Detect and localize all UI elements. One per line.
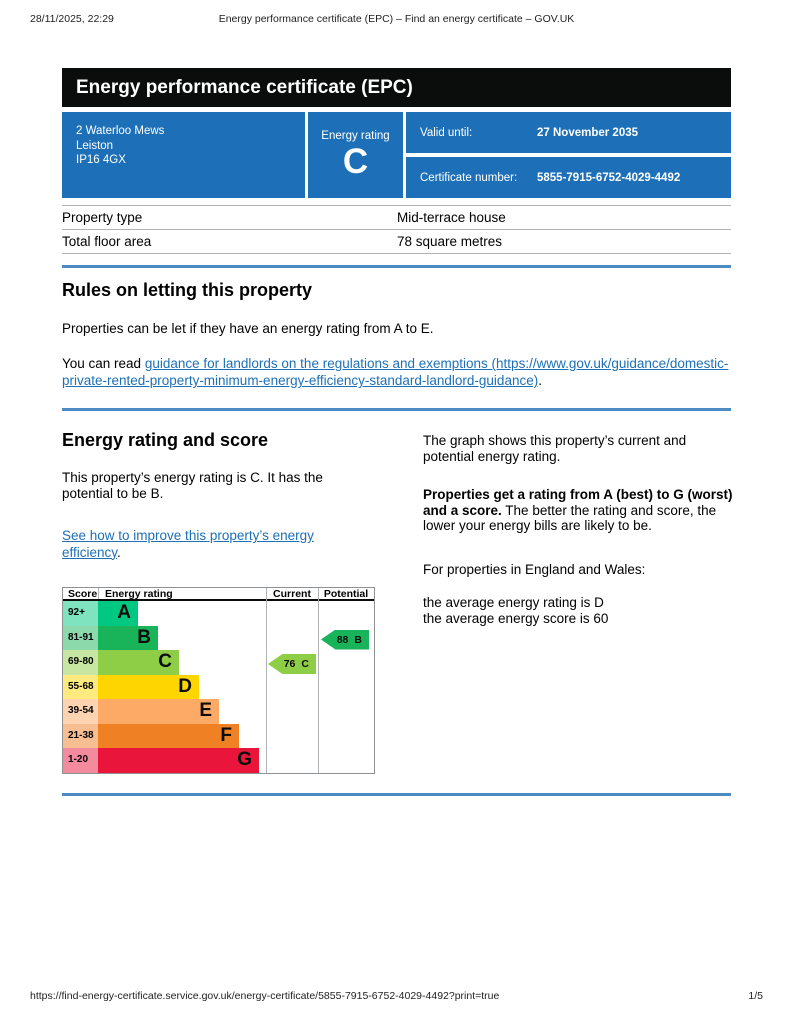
average-rating-line: the average energy rating is D (423, 595, 604, 610)
epc-band-row: 21-38 F (63, 723, 374, 748)
property-table-row: Total floor area 78 square metres (62, 230, 731, 254)
band-score-range: 69-80 (63, 650, 98, 675)
valid-until-box: Valid until: 27 November 2035 (406, 112, 731, 153)
potential-score: 88 (336, 633, 349, 646)
epc-band-row: 69-80 C (63, 650, 374, 675)
epc-band-row: 81-91 B (63, 625, 374, 650)
current-arrow: 76 C (268, 654, 316, 674)
band-score-range: 1-20 (63, 748, 98, 773)
rating-intro-paragraph: This property’s energy rating is C. It h… (62, 470, 323, 501)
valid-until-label: Valid until: (420, 126, 473, 139)
section-divider (62, 265, 731, 268)
certificate-number-value: 5855-7915-6752-4029-4492 (537, 171, 681, 184)
rating-scale-explainer: Properties get a rating from A (best) to… (423, 487, 739, 534)
certificate-number-box: Certificate number: 5855-7915-6752-4029-… (406, 157, 731, 198)
band-bar: D (98, 674, 199, 699)
property-table-row: Property type Mid-terrace house (62, 205, 731, 230)
epc-banner: Energy performance certificate (EPC) (62, 68, 731, 107)
letting-rules-guidance: You can read guidance for landlords on t… (62, 355, 731, 389)
epc-chart-body: 92+ A 81-91 B 69-80 C 55-68 D 39-54 E 21-38 F 1-20 G (63, 601, 374, 773)
address-line: 2 Waterloo Mews (76, 125, 165, 137)
chart-header-potential: Potential (323, 588, 369, 600)
print-header: 28/11/2025, 22:29 Energy performance cer… (30, 13, 763, 27)
band-bar: G (98, 748, 259, 773)
epc-band-row: 55-68 D (63, 674, 374, 699)
property-row-label: Property type (62, 209, 143, 225)
print-url: https://find-energy-certificate.service.… (30, 990, 500, 1002)
property-row-value: 78 square metres (397, 233, 503, 249)
validity-column: Valid until: 27 November 2035 Certificat… (406, 112, 731, 198)
band-score-range: 55-68 (63, 674, 98, 699)
address-line: Leiston (76, 139, 114, 152)
averages-block: the average energy rating is D the avera… (423, 595, 739, 626)
valid-until-value: 27 November 2035 (537, 126, 639, 139)
band-score-range: 92+ (63, 601, 98, 626)
band-bar: E (98, 699, 219, 724)
guidance-link-suffix: . (538, 373, 542, 388)
property-row-label: Total floor area (62, 233, 152, 249)
improve-paragraph: See how to improve this property’s energ… (62, 528, 352, 561)
band-score-range: 81-91 (63, 625, 98, 650)
band-bar: B (98, 625, 158, 650)
average-score-line: the average energy score is 60 (423, 610, 609, 626)
certificate-number-label: Certificate number: (420, 171, 518, 184)
print-page-number: 1/5 (748, 990, 763, 1002)
potential-letter: B (354, 633, 362, 646)
print-page-title: Energy performance certificate (EPC) – F… (218, 13, 575, 25)
print-footer: https://find-energy-certificate.service.… (30, 990, 763, 1004)
section-divider (62, 408, 731, 411)
guidance-link-prefix: You can read (62, 356, 145, 371)
epc-band-row: 39-54 E (63, 699, 374, 724)
chart-column-line (266, 588, 267, 773)
print-timestamp: 28/11/2025, 22:29 (30, 13, 114, 25)
chart-header-current: Current (273, 588, 311, 600)
energy-rating-value: C (342, 142, 369, 181)
improve-efficiency-link[interactable]: See how to improve this property’s energ… (62, 528, 314, 560)
rating-scale-rest: The better the rating and score, the low… (423, 502, 717, 534)
energy-rating-box: Energy rating C (308, 112, 403, 198)
improve-link-suffix: . (117, 544, 121, 560)
band-bar: A (98, 601, 138, 626)
address-line: IP16 4GX (76, 154, 126, 166)
address-box: 2 Waterloo Mews Leiston IP16 4GX (62, 112, 305, 198)
current-score: 76 (283, 658, 296, 670)
epc-rating-chart: Score Energy rating Current Potential 92… (62, 587, 375, 774)
landlord-guidance-link[interactable]: guidance for landlords on the regulation… (62, 356, 729, 388)
letting-rules-heading: Rules on letting this property (62, 280, 313, 300)
england-wales-line: For properties in England and Wales: (423, 562, 646, 577)
epc-chart-header: Score Energy rating Current Potential (63, 588, 374, 601)
band-bar: C (98, 650, 179, 675)
epc-band-row: 1-20 G (63, 748, 374, 773)
energy-rating-label: Energy rating (321, 130, 390, 142)
epc-banner-title: Energy performance certificate (EPC) (76, 77, 413, 98)
graph-explainer: The graph shows this property’s current … (423, 433, 687, 464)
rating-section-heading: Energy rating and score (62, 430, 269, 450)
chart-header-energy-rating: Energy rating (98, 588, 266, 600)
band-score-range: 21-38 (63, 723, 98, 748)
current-letter: C (301, 658, 309, 670)
chart-column-line (318, 588, 319, 773)
band-bar: F (98, 723, 239, 748)
epc-band-row: 92+ A (63, 601, 374, 626)
potential-arrow: 88 B (321, 629, 369, 650)
rating-scale-bold: Properties get a rating from A (best) to… (423, 487, 733, 518)
chart-header-score: Score (68, 588, 98, 600)
property-table: Property type Mid-terrace house Total floo… (62, 205, 731, 254)
letting-rules-paragraph: Properties can be let if they have an en… (62, 321, 434, 336)
energy-rating-section: Energy rating and score This property’s … (62, 430, 733, 793)
certificate-summary: 2 Waterloo Mews Leiston IP16 4GX Energy … (62, 112, 731, 198)
section-divider (62, 793, 731, 796)
certificate-content: Energy performance certificate (EPC) 2 W… (62, 68, 733, 988)
band-score-range: 39-54 (63, 699, 98, 724)
property-row-value: Mid-terrace house (397, 209, 506, 225)
